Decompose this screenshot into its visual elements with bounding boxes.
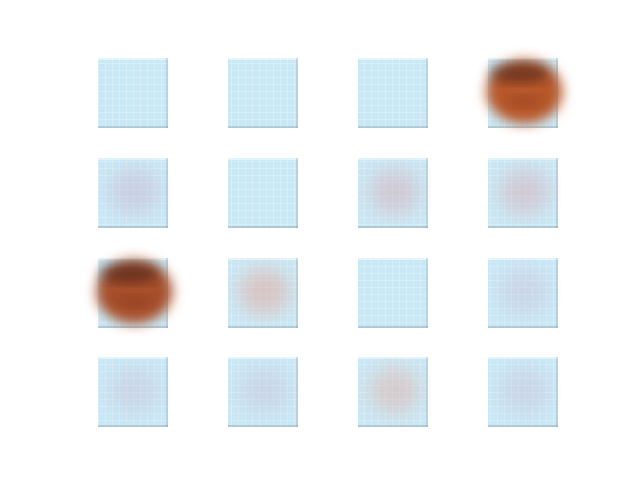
tile-right-edge bbox=[166, 158, 168, 228]
tile-bottom-edge bbox=[488, 326, 558, 328]
sample-tile bbox=[486, 58, 563, 128]
tile-right-edge bbox=[556, 158, 558, 228]
tile-top-edge bbox=[98, 158, 168, 160]
tile-top-edge bbox=[488, 258, 558, 260]
tile-right-edge bbox=[426, 357, 428, 427]
face-blob-faint bbox=[498, 366, 551, 415]
face-blob-faint bbox=[108, 366, 161, 415]
sample-tile bbox=[98, 58, 168, 128]
face-blob-faint bbox=[238, 267, 291, 316]
tile-top-edge bbox=[488, 158, 558, 160]
tile-right-edge bbox=[296, 58, 298, 128]
tile-bottom-edge bbox=[228, 126, 298, 128]
tile-grid-texture bbox=[358, 258, 428, 328]
sample-tile bbox=[228, 258, 298, 328]
tile-right-edge bbox=[296, 258, 298, 328]
face-blob-faint bbox=[108, 167, 161, 216]
tile-bottom-edge bbox=[228, 425, 298, 427]
tile-top-edge bbox=[358, 357, 428, 359]
tile-top-edge bbox=[228, 258, 298, 260]
tile-right-edge bbox=[426, 158, 428, 228]
tile-bottom-edge bbox=[358, 425, 428, 427]
tile-bottom-edge bbox=[228, 326, 298, 328]
tile-bottom-edge bbox=[98, 326, 168, 328]
tile-right-edge bbox=[556, 258, 558, 328]
tile-bottom-edge bbox=[358, 126, 428, 128]
mouth-shadow bbox=[116, 295, 153, 308]
tile-bottom-edge bbox=[98, 226, 168, 228]
mouth-shadow bbox=[506, 95, 543, 108]
sample-tile bbox=[96, 258, 173, 328]
tile-bottom-edge bbox=[228, 226, 298, 228]
sample-tile bbox=[228, 58, 298, 128]
sample-tile bbox=[488, 158, 558, 228]
tile-top-edge bbox=[228, 357, 298, 359]
tile-top-edge bbox=[98, 258, 168, 260]
tile-right-edge bbox=[556, 357, 558, 427]
tile-grid-texture bbox=[228, 158, 298, 228]
tile-right-edge bbox=[426, 258, 428, 328]
tile-top-edge bbox=[98, 58, 168, 60]
tile-right-edge bbox=[166, 58, 168, 128]
tile-top-edge bbox=[228, 58, 298, 60]
sample-tile bbox=[358, 357, 428, 427]
tile-bottom-edge bbox=[488, 126, 558, 128]
tile-bottom-edge bbox=[358, 226, 428, 228]
tile-right-edge bbox=[166, 357, 168, 427]
tile-top-edge bbox=[488, 357, 558, 359]
tile-bottom-edge bbox=[488, 226, 558, 228]
tile-top-edge bbox=[358, 258, 428, 260]
tile-bottom-edge bbox=[488, 425, 558, 427]
face-blob-faint bbox=[498, 267, 551, 316]
sample-tile bbox=[98, 357, 168, 427]
tile-right-edge bbox=[296, 158, 298, 228]
sample-tile bbox=[98, 158, 168, 228]
tile-top-edge bbox=[358, 58, 428, 60]
face-blob-faint bbox=[498, 167, 551, 216]
sample-tile bbox=[228, 357, 298, 427]
tile-top-edge bbox=[358, 158, 428, 160]
face-blob-faint bbox=[368, 366, 421, 415]
hair-shadow bbox=[489, 63, 550, 84]
tile-bottom-edge bbox=[358, 326, 428, 328]
sample-tile bbox=[358, 58, 428, 128]
tile-top-edge bbox=[228, 158, 298, 160]
sample-tile bbox=[488, 258, 558, 328]
face-blob-faint bbox=[368, 167, 421, 216]
sample-tile bbox=[228, 158, 298, 228]
sample-tile bbox=[358, 258, 428, 328]
tile-grid-texture bbox=[228, 58, 298, 128]
tile-grid-texture bbox=[358, 58, 428, 128]
sample-tile bbox=[488, 357, 558, 427]
tile-top-edge bbox=[98, 357, 168, 359]
hair-shadow bbox=[99, 263, 160, 284]
tile-top-edge bbox=[488, 58, 558, 60]
tiles-layer bbox=[96, 58, 563, 427]
sample-tile bbox=[358, 158, 428, 228]
tile-grid-texture bbox=[98, 58, 168, 128]
tile-right-edge bbox=[426, 58, 428, 128]
face-blob-faint bbox=[238, 366, 291, 415]
tile-right-edge bbox=[296, 357, 298, 427]
tile-bottom-edge bbox=[98, 126, 168, 128]
tile-bottom-edge bbox=[98, 425, 168, 427]
